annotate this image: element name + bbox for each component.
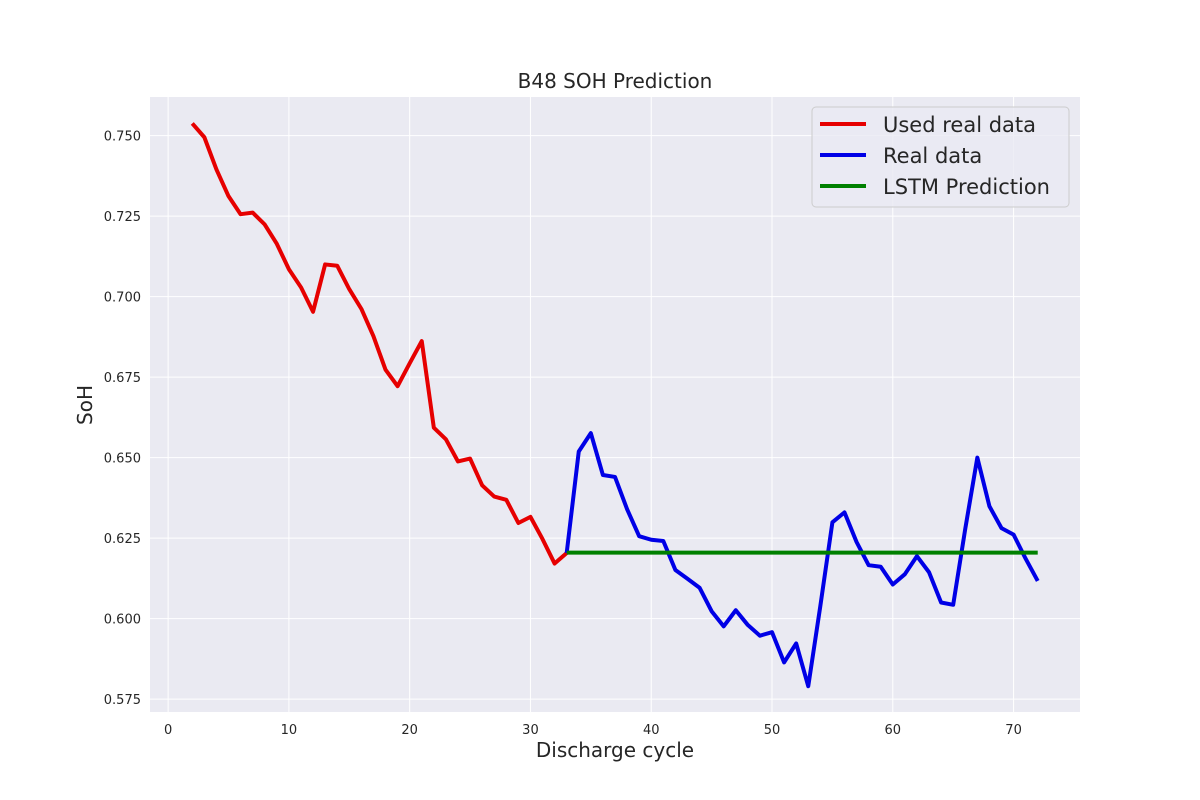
y-tick-label: 0.625 [104,532,141,547]
y-tick-label: 0.675 [104,371,141,386]
x-tick-label: 0 [164,723,172,738]
y-tick-labels: 0.575 0.600 0.625 0.650 0.675 0.700 0.725 0.750 [104,130,141,708]
y-tick-label: 0.575 [104,693,141,708]
x-tick-labels: 0 10 20 30 40 50 60 70 [164,723,1022,738]
legend-box [811,106,1070,208]
y-tick-label: 0.700 [104,291,141,306]
y-tick-label: 0.725 [104,210,141,225]
y-axis-label: SoH [73,385,97,425]
series-line-real-data [564,431,1040,689]
chart-title: B48 SOH Prediction [518,69,713,93]
legend-label-used-real-data: Used real data [883,113,1036,137]
legend-label-lstm-prediction: LSTM Prediction [883,175,1050,199]
y-tick-label: 0.600 [104,613,141,628]
legend: Used real data Real data LSTM Prediction [811,106,1070,208]
x-tick-label: 10 [281,723,298,738]
x-tick-label: 60 [885,723,902,738]
series-layer [190,122,1040,689]
x-axis-label: Discharge cycle [536,738,694,762]
x-tick-label: 70 [1005,723,1022,738]
x-tick-label: 50 [764,723,781,738]
x-tick-label: 40 [643,723,660,738]
x-tick-label: 30 [522,723,539,738]
legend-label-real-data: Real data [883,144,982,168]
x-tick-label: 20 [401,723,418,738]
series-line-used-real-data [190,122,569,566]
y-tick-label: 0.650 [104,452,141,467]
y-tick-label: 0.750 [104,130,141,145]
